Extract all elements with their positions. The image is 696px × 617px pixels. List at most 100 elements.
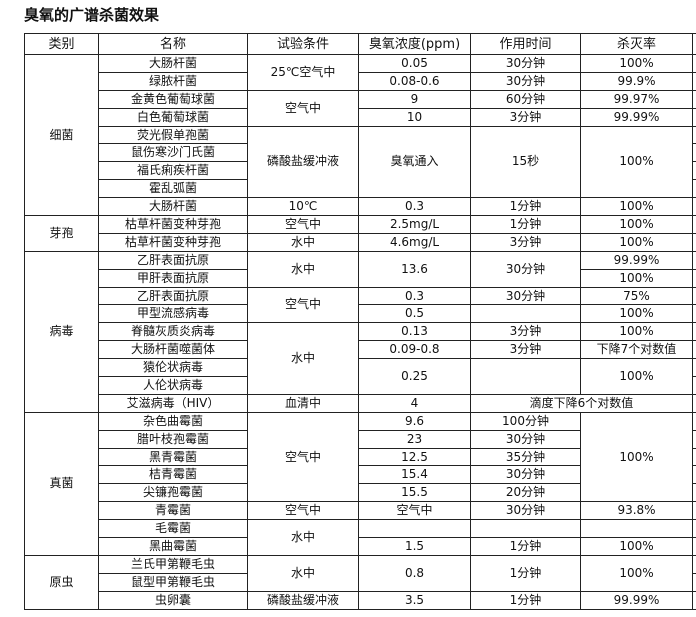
value-cell: 15秒 [470, 125, 581, 199]
value-cell: 100分钟 [470, 411, 581, 431]
value-cell: 12.5 [358, 447, 471, 467]
document-title: 臭氧的广谱杀菌效果 [24, 6, 160, 24]
value-cell: 空气中 [247, 501, 359, 521]
value-cell: 35分钟 [470, 447, 581, 467]
extra-cell [692, 572, 696, 592]
value-cell: 0.08-0.6 [358, 71, 471, 91]
value-cell: 臭氧通入 [358, 125, 471, 199]
extra-cell [692, 340, 696, 360]
value-cell: 100% [580, 304, 693, 324]
column-header: 作用时间 [470, 33, 581, 55]
name-cell: 鼠伤寒沙门氏菌 [98, 143, 248, 163]
value-cell [358, 519, 471, 539]
table-row: 艾滋病毒（HIV） 血清中 4 滴度下降6个对数值 [25, 393, 696, 413]
table-row: 脊髓灰质炎病毒 水中 0.13 3分钟 100% [25, 322, 696, 395]
name-cell: 黑曲霉菌 [98, 537, 248, 556]
extra-cell [692, 501, 696, 521]
value-cell: 30分钟 [470, 501, 581, 521]
value-cell: 100% [580, 215, 693, 234]
table-row: 原虫 兰氏甲第鞭毛虫 水中 0.8 1分钟 100% [24, 554, 696, 610]
name-cell: 杂色曲霉菌 [98, 411, 248, 431]
value-cell: 100% [580, 232, 693, 252]
value-cell [580, 519, 693, 539]
table-row: 尖镰孢霉菌 15.5 20分钟 [25, 483, 696, 503]
table-row: 绿脓杆菌 0.08-0.6 30分钟 99.9% [25, 71, 696, 91]
name-cell: 荧光假单孢菌 [98, 125, 248, 145]
category-cell: 芽孢 [24, 215, 99, 252]
extra-cell [692, 71, 696, 91]
value-cell: 15.5 [358, 483, 471, 503]
value-cell: 水中 [247, 554, 359, 592]
value-cell: 0.3 [358, 197, 471, 217]
table-row: 真菌 杂色曲霉菌 空气中 9.6 100分钟 100% [24, 411, 696, 556]
name-cell: 大肠杆菌噬菌体 [98, 340, 248, 360]
extra-cell [692, 322, 696, 342]
name-cell: 甲肝表面抗原 [98, 268, 248, 288]
name-cell: 金黄色葡萄球菌 [98, 89, 248, 109]
extra-cell [692, 465, 696, 485]
value-cell: 血清中 [247, 393, 359, 413]
extra-cell [692, 54, 696, 73]
name-cell: 鼠型甲第鞭毛虫 [98, 572, 248, 592]
table-row: 荧光假单孢菌 磷酸盐缓冲液 臭氧通入 15秒 100% [25, 125, 696, 199]
value-cell: 99.99% [580, 107, 693, 127]
table-row: 桔青霉菌 15.4 30分钟 [25, 465, 696, 485]
name-cell: 桔青霉菌 [98, 465, 248, 485]
value-cell: 100% [580, 322, 693, 342]
value-cell: 100% [580, 358, 693, 395]
value-cell [470, 519, 581, 539]
extra-cell [692, 393, 696, 413]
name-cell: 白色葡萄球菌 [98, 107, 248, 127]
value-cell: 30分钟 [470, 465, 581, 485]
extra-cell [692, 590, 696, 610]
value-cell: 1分钟 [470, 197, 581, 217]
value-cell: 100% [580, 537, 693, 556]
table-row: 大肠杆菌 10℃ 0.3 1分钟 100% [25, 197, 696, 217]
value-cell: 20分钟 [470, 483, 581, 503]
name-cell: 毛霉菌 [98, 519, 248, 539]
value-cell: 0.3 [358, 286, 471, 306]
value-cell: 空气中 [358, 501, 471, 521]
value-cell: 100% [580, 411, 693, 503]
extra-cell [692, 232, 696, 252]
header-row: 类别 名称 试验条件 臭氧浓度(ppm) 作用时间 杀灭率 [24, 33, 696, 55]
value-cell: 3.5 [358, 590, 471, 610]
value-cell: 滴度下降6个对数值 [470, 393, 693, 413]
extra-cell [692, 411, 696, 431]
extra-cell [692, 447, 696, 467]
value-cell: 0.25 [358, 358, 471, 395]
value-cell: 4.6mg/L [358, 232, 471, 252]
extra-cell [692, 107, 696, 127]
value-cell: 30分钟 [470, 286, 581, 306]
table-row: 虫卵囊 磷酸盐缓冲液 3.5 1分钟 99.99% [25, 590, 696, 610]
name-cell: 绿脓杆菌 [98, 71, 248, 91]
extra-cell [692, 519, 696, 539]
table-row: 乙肝表面抗原 空气中 0.3 30分钟 75% [25, 286, 696, 324]
extra-cell [692, 125, 696, 145]
value-cell: 3分钟 [470, 340, 581, 360]
extra-cell [692, 304, 696, 324]
category-cell: 病毒 [24, 250, 99, 413]
value-cell: 60分钟 [470, 89, 581, 109]
name-cell: 脊髓灰质炎病毒 [98, 322, 248, 342]
table-row: 芽孢 枯草杆菌变种芽孢 空气中 2.5mg/L 1分钟 100% [24, 215, 696, 252]
column-header: 臭氧浓度(ppm) [358, 33, 471, 55]
extra-cell [692, 268, 696, 288]
value-cell: 1分钟 [470, 215, 581, 234]
name-cell: 黑青霉菌 [98, 447, 248, 467]
extra-cell [692, 89, 696, 109]
category-cell: 真菌 [24, 411, 99, 556]
extra-cell [692, 215, 696, 234]
table-row: 黑曲霉菌 1.5 1分钟 100% [25, 537, 696, 556]
column-header: 试验条件 [247, 33, 359, 55]
name-cell: 霍乱弧菌 [98, 179, 248, 199]
name-cell: 甲型流感病毒 [98, 304, 248, 324]
value-cell: 30分钟 [470, 54, 581, 73]
value-cell: 30分钟 [470, 429, 581, 449]
value-cell: 下降7个对数值 [580, 340, 693, 360]
value-cell: 3分钟 [470, 232, 581, 252]
name-cell: 枯草杆菌变种芽孢 [98, 232, 248, 252]
value-cell: 99.97% [580, 89, 693, 109]
category-cell: 原虫 [24, 554, 99, 610]
value-cell: 100% [580, 197, 693, 217]
